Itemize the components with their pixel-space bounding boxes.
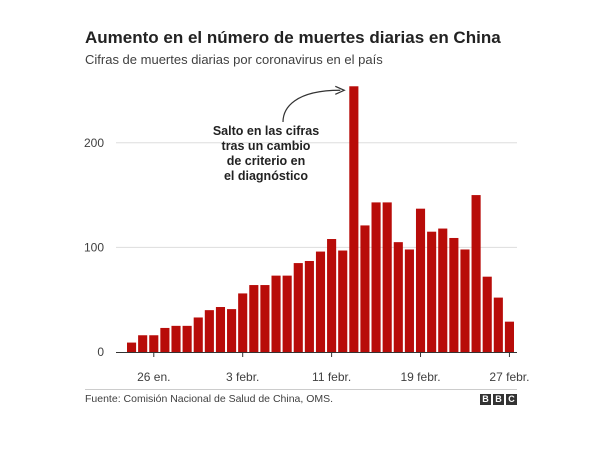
annotation-text: Salto en las cifras tras un cambio de cr… [196, 124, 336, 184]
bar [482, 276, 492, 352]
y-tick-label: 100 [84, 240, 104, 254]
bar [338, 250, 348, 352]
bar [227, 309, 237, 352]
chart-subtitle: Cifras de muertes diarias por coronaviru… [85, 52, 383, 67]
bar [127, 342, 137, 352]
annotation-line: Salto en las cifras [212, 124, 320, 138]
y-tick-label: 200 [84, 136, 104, 150]
bbc-logo: B B C [480, 394, 517, 405]
bar [193, 317, 203, 352]
bar [404, 249, 414, 352]
bar [204, 310, 214, 352]
x-tick-label: 27 febr. [489, 370, 529, 384]
bar [493, 297, 503, 352]
x-tick-label: 3 febr. [226, 370, 259, 384]
bar [360, 225, 370, 352]
logo-letter: B [493, 394, 504, 405]
bar [371, 202, 381, 352]
bar [282, 275, 292, 352]
bars [127, 86, 514, 352]
bar [171, 325, 181, 352]
annotation-line: de criterio en [226, 154, 306, 168]
bar [327, 239, 337, 352]
bar [271, 275, 281, 352]
chart-title: Aumento en el número de muertes diarias … [85, 28, 501, 47]
x-tick-label: 26 en. [137, 370, 170, 384]
bar [249, 285, 259, 352]
x-tick-label: 19 febr. [401, 370, 441, 384]
bar [238, 293, 248, 352]
logo-letter: C [506, 394, 517, 405]
bar [160, 327, 170, 352]
bar [149, 335, 159, 352]
annotation-line: el diagnóstico [223, 169, 309, 183]
y-tick-label: 0 [97, 345, 104, 359]
source-note: Fuente: Comisión Nacional de Salud de Ch… [85, 393, 334, 405]
annotation-arrow [282, 89, 341, 123]
logo-letter: B [480, 394, 491, 405]
x-tick-label: 11 febr. [312, 370, 351, 384]
annotation-arrow-layer [282, 85, 346, 123]
bar [449, 237, 459, 352]
bar [504, 321, 514, 352]
bar [393, 242, 403, 352]
axes: 0 100 200 26 en. 3 febr. 11 febr. 19 febr. 27 f… [84, 136, 529, 384]
bar [304, 260, 314, 352]
bar [315, 251, 326, 352]
bar [182, 325, 192, 352]
annotation-line: tras un cambio [221, 139, 311, 153]
bar [415, 208, 426, 352]
bar [293, 263, 303, 352]
bar [427, 231, 437, 352]
bar [138, 335, 148, 352]
bar [215, 307, 226, 352]
bar [471, 195, 481, 352]
bar [438, 228, 448, 352]
bar [349, 86, 359, 352]
bar [260, 285, 270, 352]
annotation-arrowhead [335, 85, 346, 95]
bar [460, 249, 470, 352]
bar [382, 202, 392, 352]
footer-divider [85, 389, 517, 390]
